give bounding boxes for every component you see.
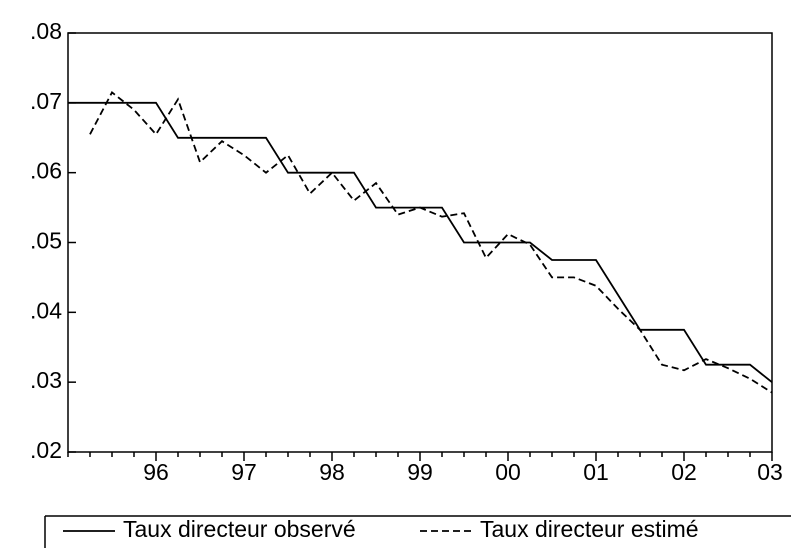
y-tick-label: .08 [30, 18, 62, 44]
series-line [68, 101, 773, 383]
plot-frame [67, 32, 773, 453]
x-tick-label: 03 [757, 459, 783, 485]
x-tick-label: 02 [671, 459, 697, 485]
x-tick-label: 00 [495, 459, 521, 485]
series-line [89, 91, 773, 394]
legend-label: Taux directeur observé [123, 516, 356, 542]
y-tick-label: .06 [30, 158, 62, 184]
x-tick-label: 01 [583, 459, 609, 485]
y-tick-label: .02 [30, 437, 62, 463]
y-tick-label: .03 [30, 367, 62, 393]
legend [44, 515, 791, 548]
x-tick-label: 97 [231, 459, 257, 485]
x-tick-label: 96 [143, 459, 169, 485]
y-tick-label: .05 [30, 228, 62, 254]
x-tick-label: 99 [407, 459, 433, 485]
y-tick-label: .04 [30, 297, 62, 323]
x-tick-label: 98 [319, 459, 345, 485]
y-tick-label: .07 [30, 88, 62, 114]
legend-label: Taux directeur estimé [480, 516, 699, 542]
